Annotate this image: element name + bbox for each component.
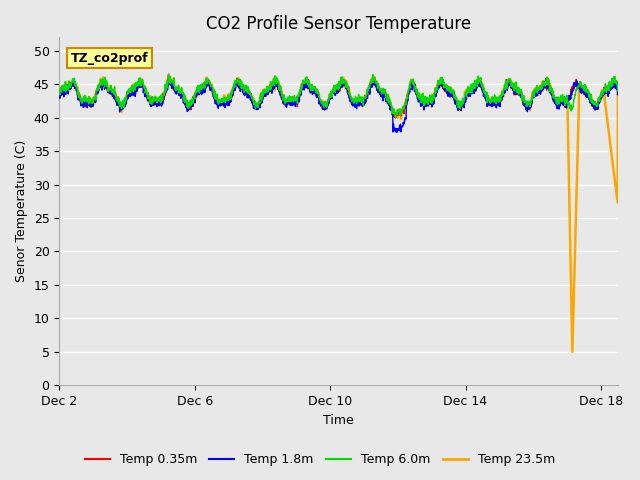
- Y-axis label: Senor Temperature (C): Senor Temperature (C): [15, 140, 28, 282]
- Text: TZ_co2prof: TZ_co2prof: [70, 52, 148, 65]
- Title: CO2 Profile Sensor Temperature: CO2 Profile Sensor Temperature: [206, 15, 471, 33]
- X-axis label: Time: Time: [323, 414, 354, 427]
- Legend: Temp 0.35m, Temp 1.8m, Temp 6.0m, Temp 23.5m: Temp 0.35m, Temp 1.8m, Temp 6.0m, Temp 2…: [79, 448, 561, 471]
